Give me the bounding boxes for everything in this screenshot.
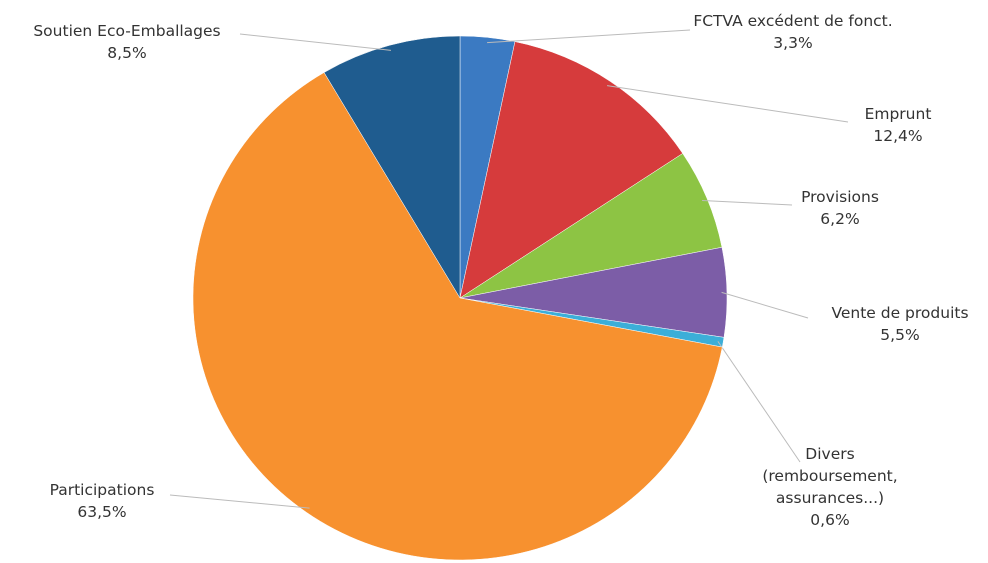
value-label: 8,5% [107,44,147,62]
category-label: Divers (remboursement, assurances...) [762,445,898,507]
category-label: Vente de produits [831,304,969,322]
slice-label: Divers (remboursement, assurances...) 0,6… [740,443,920,531]
leader-line [239,33,392,51]
pie-slice [459,41,684,299]
leader-line [717,341,801,463]
category-label: FCTVA excédent de fonct. [693,12,893,30]
slice-label: Vente de produits 5,5% [810,302,988,346]
slice-label: FCTVA excédent de fonct. 3,3% [678,10,908,54]
value-label: 0,6% [810,511,850,529]
slice-label: Provisions 6,2% [775,186,905,230]
value-label: 3,3% [773,34,813,52]
category-label: Soutien Eco-Emballages [33,22,221,40]
value-label: 63,5% [77,503,127,521]
leader-line [169,494,310,509]
category-label: Provisions [801,188,879,206]
slice-label: Emprunt 12,4% [838,103,958,147]
leader-line [487,29,691,44]
category-label: Emprunt [864,105,932,123]
leader-line [702,199,793,206]
leader-line [607,85,849,123]
pie-slice [323,35,461,299]
category-label: Participations [49,481,155,499]
pie-slice [192,72,723,561]
value-label: 12,4% [873,127,923,145]
slice-label: Soutien Eco-Emballages 8,5% [7,20,247,64]
value-label: 6,2% [820,210,860,228]
value-label: 5,5% [880,326,920,344]
leader-line [721,291,809,319]
slice-label: Participations 63,5% [22,479,182,523]
